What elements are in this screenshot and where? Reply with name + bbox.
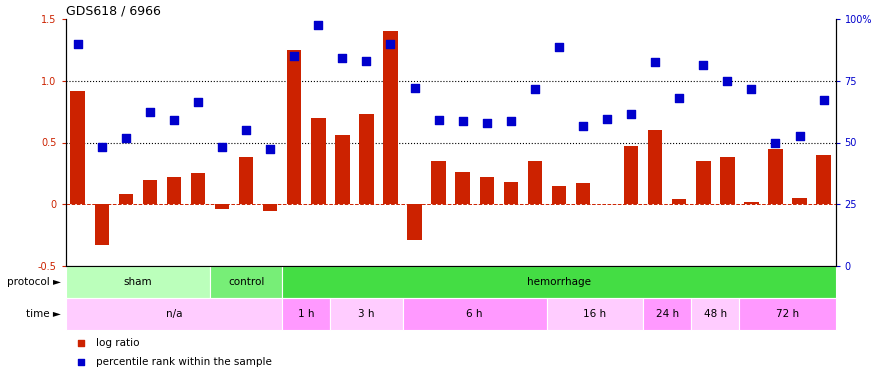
Point bbox=[480, 120, 494, 126]
Text: time ►: time ► bbox=[26, 309, 61, 319]
Point bbox=[191, 99, 205, 105]
Bar bbox=[287, 50, 301, 204]
Bar bbox=[383, 31, 397, 204]
Text: GDS618 / 6966: GDS618 / 6966 bbox=[66, 4, 160, 18]
Bar bbox=[335, 135, 350, 204]
Bar bbox=[312, 118, 326, 204]
Point bbox=[456, 118, 470, 124]
Bar bbox=[66, 298, 282, 330]
Text: sham: sham bbox=[123, 277, 152, 287]
Bar bbox=[547, 298, 643, 330]
Bar bbox=[167, 177, 181, 204]
Text: 16 h: 16 h bbox=[584, 309, 606, 319]
Point bbox=[74, 340, 88, 346]
Text: log ratio: log ratio bbox=[96, 338, 140, 348]
Point bbox=[119, 135, 133, 141]
Point bbox=[94, 144, 108, 150]
Bar bbox=[239, 158, 254, 204]
Point bbox=[552, 44, 566, 50]
Point bbox=[360, 58, 374, 64]
Bar bbox=[360, 114, 374, 204]
Point bbox=[239, 127, 253, 133]
Bar bbox=[643, 298, 691, 330]
Bar bbox=[210, 266, 282, 298]
Bar bbox=[480, 177, 494, 204]
Point bbox=[696, 62, 710, 68]
Bar bbox=[624, 146, 639, 204]
Text: protocol ►: protocol ► bbox=[7, 277, 61, 287]
Text: n/a: n/a bbox=[165, 309, 182, 319]
Text: control: control bbox=[228, 277, 264, 287]
Point bbox=[287, 53, 301, 59]
Bar bbox=[431, 161, 446, 204]
Point bbox=[71, 40, 85, 46]
Text: 1 h: 1 h bbox=[298, 309, 314, 319]
Bar bbox=[143, 180, 158, 204]
Bar bbox=[71, 90, 85, 204]
Text: 24 h: 24 h bbox=[655, 309, 679, 319]
Text: 3 h: 3 h bbox=[358, 309, 374, 319]
Point bbox=[143, 109, 157, 115]
Point bbox=[74, 359, 88, 365]
Bar bbox=[408, 204, 422, 240]
Point bbox=[335, 56, 349, 62]
Bar bbox=[94, 204, 109, 245]
Bar bbox=[739, 298, 836, 330]
Point bbox=[528, 86, 542, 92]
Bar bbox=[191, 173, 206, 204]
Bar bbox=[793, 198, 807, 204]
Text: 72 h: 72 h bbox=[776, 309, 799, 319]
Point bbox=[672, 95, 686, 101]
Bar bbox=[672, 200, 687, 204]
Point bbox=[576, 123, 590, 129]
Point bbox=[720, 78, 734, 84]
Bar bbox=[720, 158, 735, 204]
Text: percentile rank within the sample: percentile rank within the sample bbox=[96, 357, 272, 367]
Bar bbox=[696, 161, 710, 204]
Point bbox=[383, 40, 397, 46]
Point bbox=[816, 98, 830, 104]
Point bbox=[504, 118, 518, 124]
Bar bbox=[456, 172, 470, 204]
Bar bbox=[745, 202, 759, 204]
Bar bbox=[768, 149, 783, 204]
Bar bbox=[282, 298, 331, 330]
Point bbox=[263, 146, 277, 152]
Bar bbox=[691, 298, 739, 330]
Point bbox=[768, 140, 782, 146]
Point bbox=[745, 86, 759, 92]
Bar bbox=[215, 204, 229, 209]
Point bbox=[312, 22, 326, 28]
Bar bbox=[402, 298, 547, 330]
Point bbox=[167, 117, 181, 123]
Bar bbox=[331, 298, 402, 330]
Bar bbox=[576, 183, 591, 204]
Point bbox=[648, 59, 662, 65]
Point bbox=[408, 85, 422, 91]
Bar bbox=[282, 266, 836, 298]
Bar bbox=[263, 204, 277, 211]
Text: 6 h: 6 h bbox=[466, 309, 483, 319]
Text: hemorrhage: hemorrhage bbox=[527, 277, 591, 287]
Bar bbox=[119, 195, 133, 204]
Point bbox=[431, 117, 445, 123]
Bar bbox=[66, 266, 210, 298]
Bar bbox=[504, 182, 518, 204]
Bar bbox=[528, 161, 542, 204]
Text: 48 h: 48 h bbox=[704, 309, 727, 319]
Point bbox=[793, 134, 807, 140]
Point bbox=[600, 116, 614, 122]
Point bbox=[215, 144, 229, 150]
Bar bbox=[816, 155, 831, 204]
Bar bbox=[648, 130, 662, 204]
Point bbox=[624, 111, 638, 117]
Bar bbox=[552, 186, 566, 204]
